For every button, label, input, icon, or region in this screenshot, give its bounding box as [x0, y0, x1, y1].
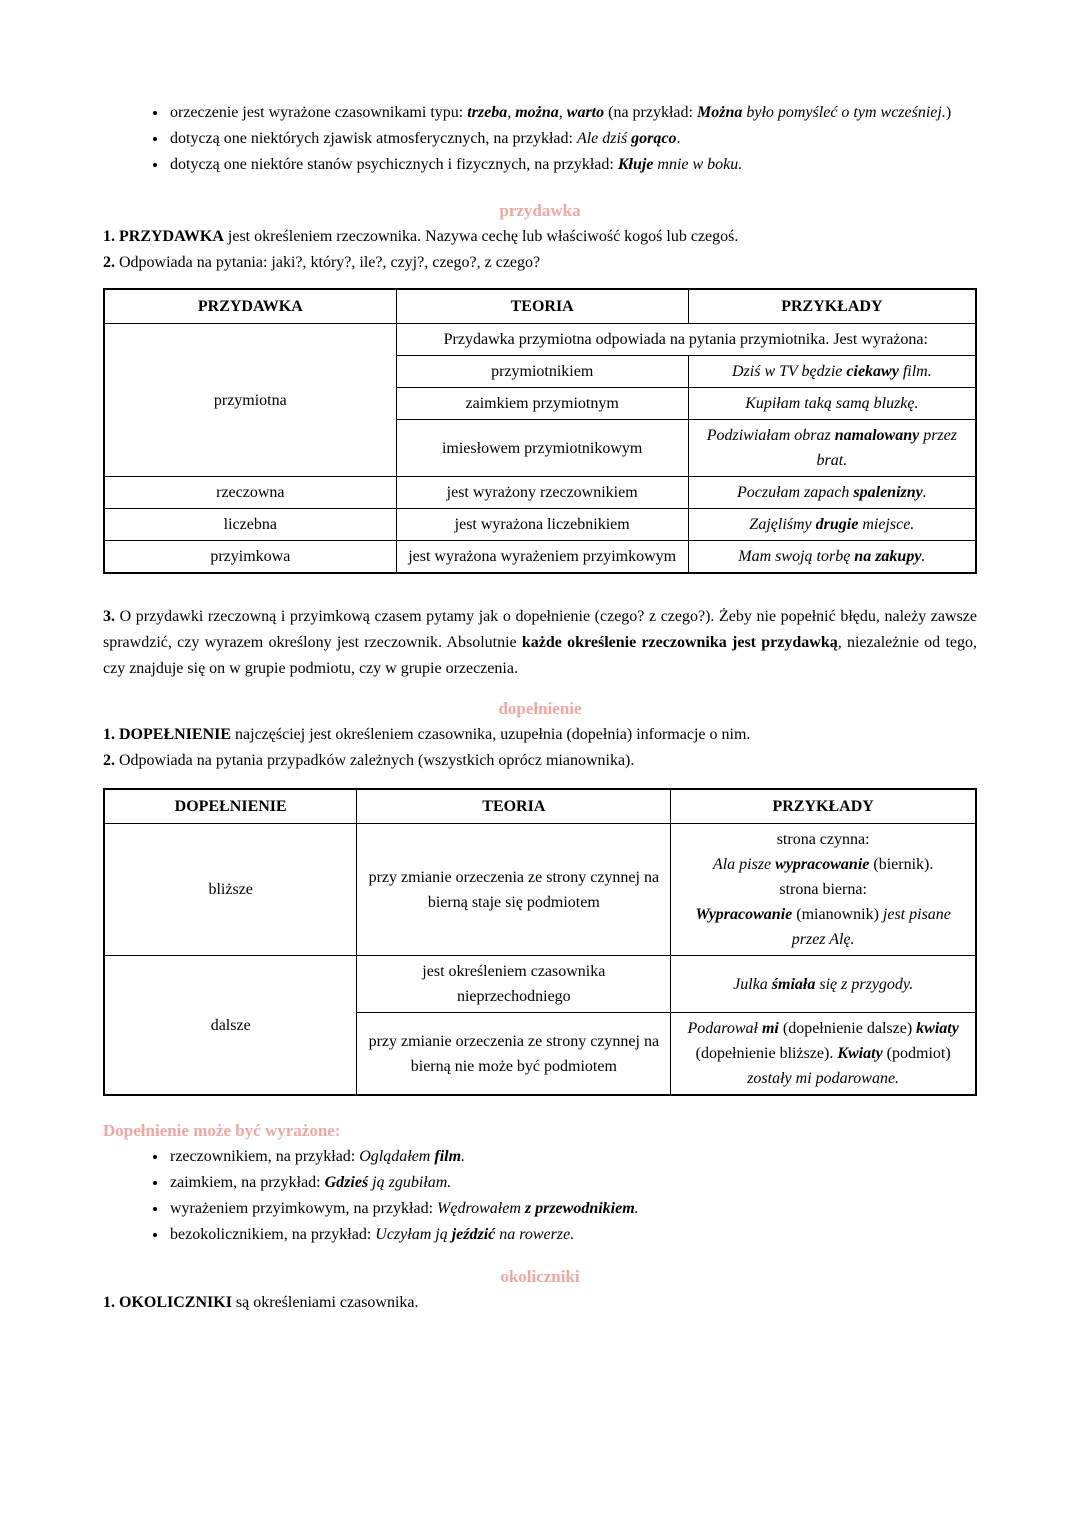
- table-cell: Mam swoją torbę na zakupy.: [687, 540, 977, 574]
- section-heading-przydawka: przydawka: [499, 201, 581, 220]
- bullet-item: orzeczenie jest wyrażone czasownikami ty…: [168, 100, 977, 126]
- intro-bullet-list: orzeczenie jest wyrażone czasownikami ty…: [103, 100, 977, 178]
- bullet-item: bezokolicznikiem, na przykład: Uczyłam j…: [168, 1222, 977, 1248]
- table-cell: jest wyrażony rzeczownikiem: [395, 476, 689, 509]
- row-label-cell: przyimkowa: [103, 540, 397, 574]
- przydawka-point-3: 3. O przydawki rzeczowną i przyimkową cz…: [103, 608, 977, 677]
- table-cell: jest wyrażona wyrażeniem przyimkowym: [395, 540, 689, 574]
- row-label-cell: rzeczowna: [103, 476, 397, 509]
- table-cell: jest wyrażona liczebnikiem: [395, 508, 689, 541]
- column-header: PRZYKŁADY: [670, 788, 977, 824]
- table-cell: Julka śmiała się z przygody.: [670, 955, 977, 1013]
- table-row: przymiotna Przydawka przymiotna odpowiad…: [103, 323, 977, 477]
- table-cell: Kupiłam taką samą bluzkę.: [687, 387, 977, 420]
- column-header: TEORIA: [395, 288, 689, 324]
- document-content: orzeczenie jest wyrażone czasownikami ty…: [0, 0, 1080, 1316]
- table-cell: Podarował mi (dopełnienie dalsze) kwiaty…: [670, 1012, 977, 1096]
- table-cell: przy zmianie orzeczenia ze strony czynne…: [356, 823, 672, 956]
- dopelnienie-table: DOPEŁNIENIE TEORIA PRZYKŁADY bliższe prz…: [103, 788, 977, 1096]
- table-header-row: DOPEŁNIENIE TEORIA PRZYKŁADY: [103, 788, 977, 824]
- table-cell: zaimkiem przymiotnym: [395, 387, 689, 420]
- table-cell: jest określeniem czasownika nieprzechodn…: [356, 955, 672, 1013]
- table-row: liczebna jest wyrażona liczebnikiem Zaję…: [103, 508, 977, 541]
- row-label-cell: liczebna: [103, 508, 397, 541]
- column-header: TEORIA: [356, 788, 672, 824]
- section-heading-dopelnienie: dopełnienie: [498, 699, 582, 718]
- row-label-cell: bliższe: [103, 823, 358, 956]
- dopelnienie-point-2: 2. Odpowiada na pytania przypadków zależ…: [103, 752, 635, 769]
- section-heading-okoliczniki: okoliczniki: [500, 1267, 580, 1286]
- table-cell: Przydawka przymiotna odpowiada na pytani…: [395, 323, 977, 356]
- table-cell: strona czynna: Ala pisze wypracowanie (bi…: [670, 823, 977, 956]
- bullet-item: dotyczą one niektórych zjawisk atmosfery…: [168, 126, 977, 152]
- table-row: przymiotnikiem Dziś w TV będzie ciekawy …: [104, 355, 977, 388]
- przydawka-table: PRZYDAWKA TEORIA PRZYKŁADY przymiotna Pr…: [103, 288, 977, 574]
- bullet-item: zaimkiem, na przykład: Gdzieś ją zgubiła…: [168, 1170, 977, 1196]
- table-row: bliższe przy zmianie orzeczenia ze stron…: [103, 823, 977, 956]
- table-cell: Podziwiałam obraz namalowany przez brat.: [687, 419, 977, 477]
- table-cell: przymiotnikiem: [395, 355, 689, 388]
- column-header: DOPEŁNIENIE: [103, 788, 358, 824]
- table-row: przyimkowa jest wyrażona wyrażeniem przy…: [103, 540, 977, 574]
- column-header: PRZYKŁADY: [687, 288, 977, 324]
- table-cell: imiesłowem przymiotnikowym: [395, 419, 689, 477]
- table-cell: Poczułam zapach spalenizny.: [687, 476, 977, 509]
- wyrazone-heading: Dopełnienie może być wyrażone:: [103, 1121, 341, 1140]
- table-row: imiesłowem przymiotnikowym Podziwiałam o…: [104, 419, 977, 477]
- okoliczniki-point-1: 1. OKOLICZNIKI są określeniami czasownik…: [103, 1294, 419, 1311]
- table-row: przy zmianie orzeczenia ze strony czynne…: [104, 1012, 977, 1096]
- table-cell: Dziś w TV będzie ciekawy film.: [687, 355, 977, 388]
- przydawka-point-2: 2. Odpowiada na pytania: jaki?, który?, …: [103, 254, 541, 271]
- bullet-item: wyrażeniem przyimkowym, na przykład: Węd…: [168, 1196, 977, 1222]
- bullet-item: dotyczą one niektóre stanów psychicznych…: [168, 152, 977, 178]
- table-row: rzeczowna jest wyrażony rzeczownikiem Po…: [103, 476, 977, 509]
- bullet-item: rzeczownikiem, na przykład: Oglądałem fi…: [168, 1144, 977, 1170]
- przydawka-point-1: 1. PRZYDAWKA jest określeniem rzeczownik…: [103, 228, 739, 245]
- row-label-cell: dalsze: [103, 955, 358, 1096]
- column-header: PRZYDAWKA: [103, 288, 397, 324]
- wyrazone-bullet-list: rzeczownikiem, na przykład: Oglądałem fi…: [103, 1144, 977, 1248]
- table-row: dalsze jest określeniem czasownika niepr…: [103, 955, 977, 1096]
- table-header-row: PRZYDAWKA TEORIA PRZYKŁADY: [103, 288, 977, 324]
- table-cell: przy zmianie orzeczenia ze strony czynne…: [356, 1012, 672, 1096]
- row-label-cell: przymiotna: [103, 323, 397, 477]
- table-cell: Zajęliśmy drugie miejsce.: [687, 508, 977, 541]
- dopelnienie-point-1: 1. DOPEŁNIENIE najczęściej jest określen…: [103, 726, 751, 743]
- table-row: zaimkiem przymiotnym Kupiłam taką samą b…: [104, 387, 977, 420]
